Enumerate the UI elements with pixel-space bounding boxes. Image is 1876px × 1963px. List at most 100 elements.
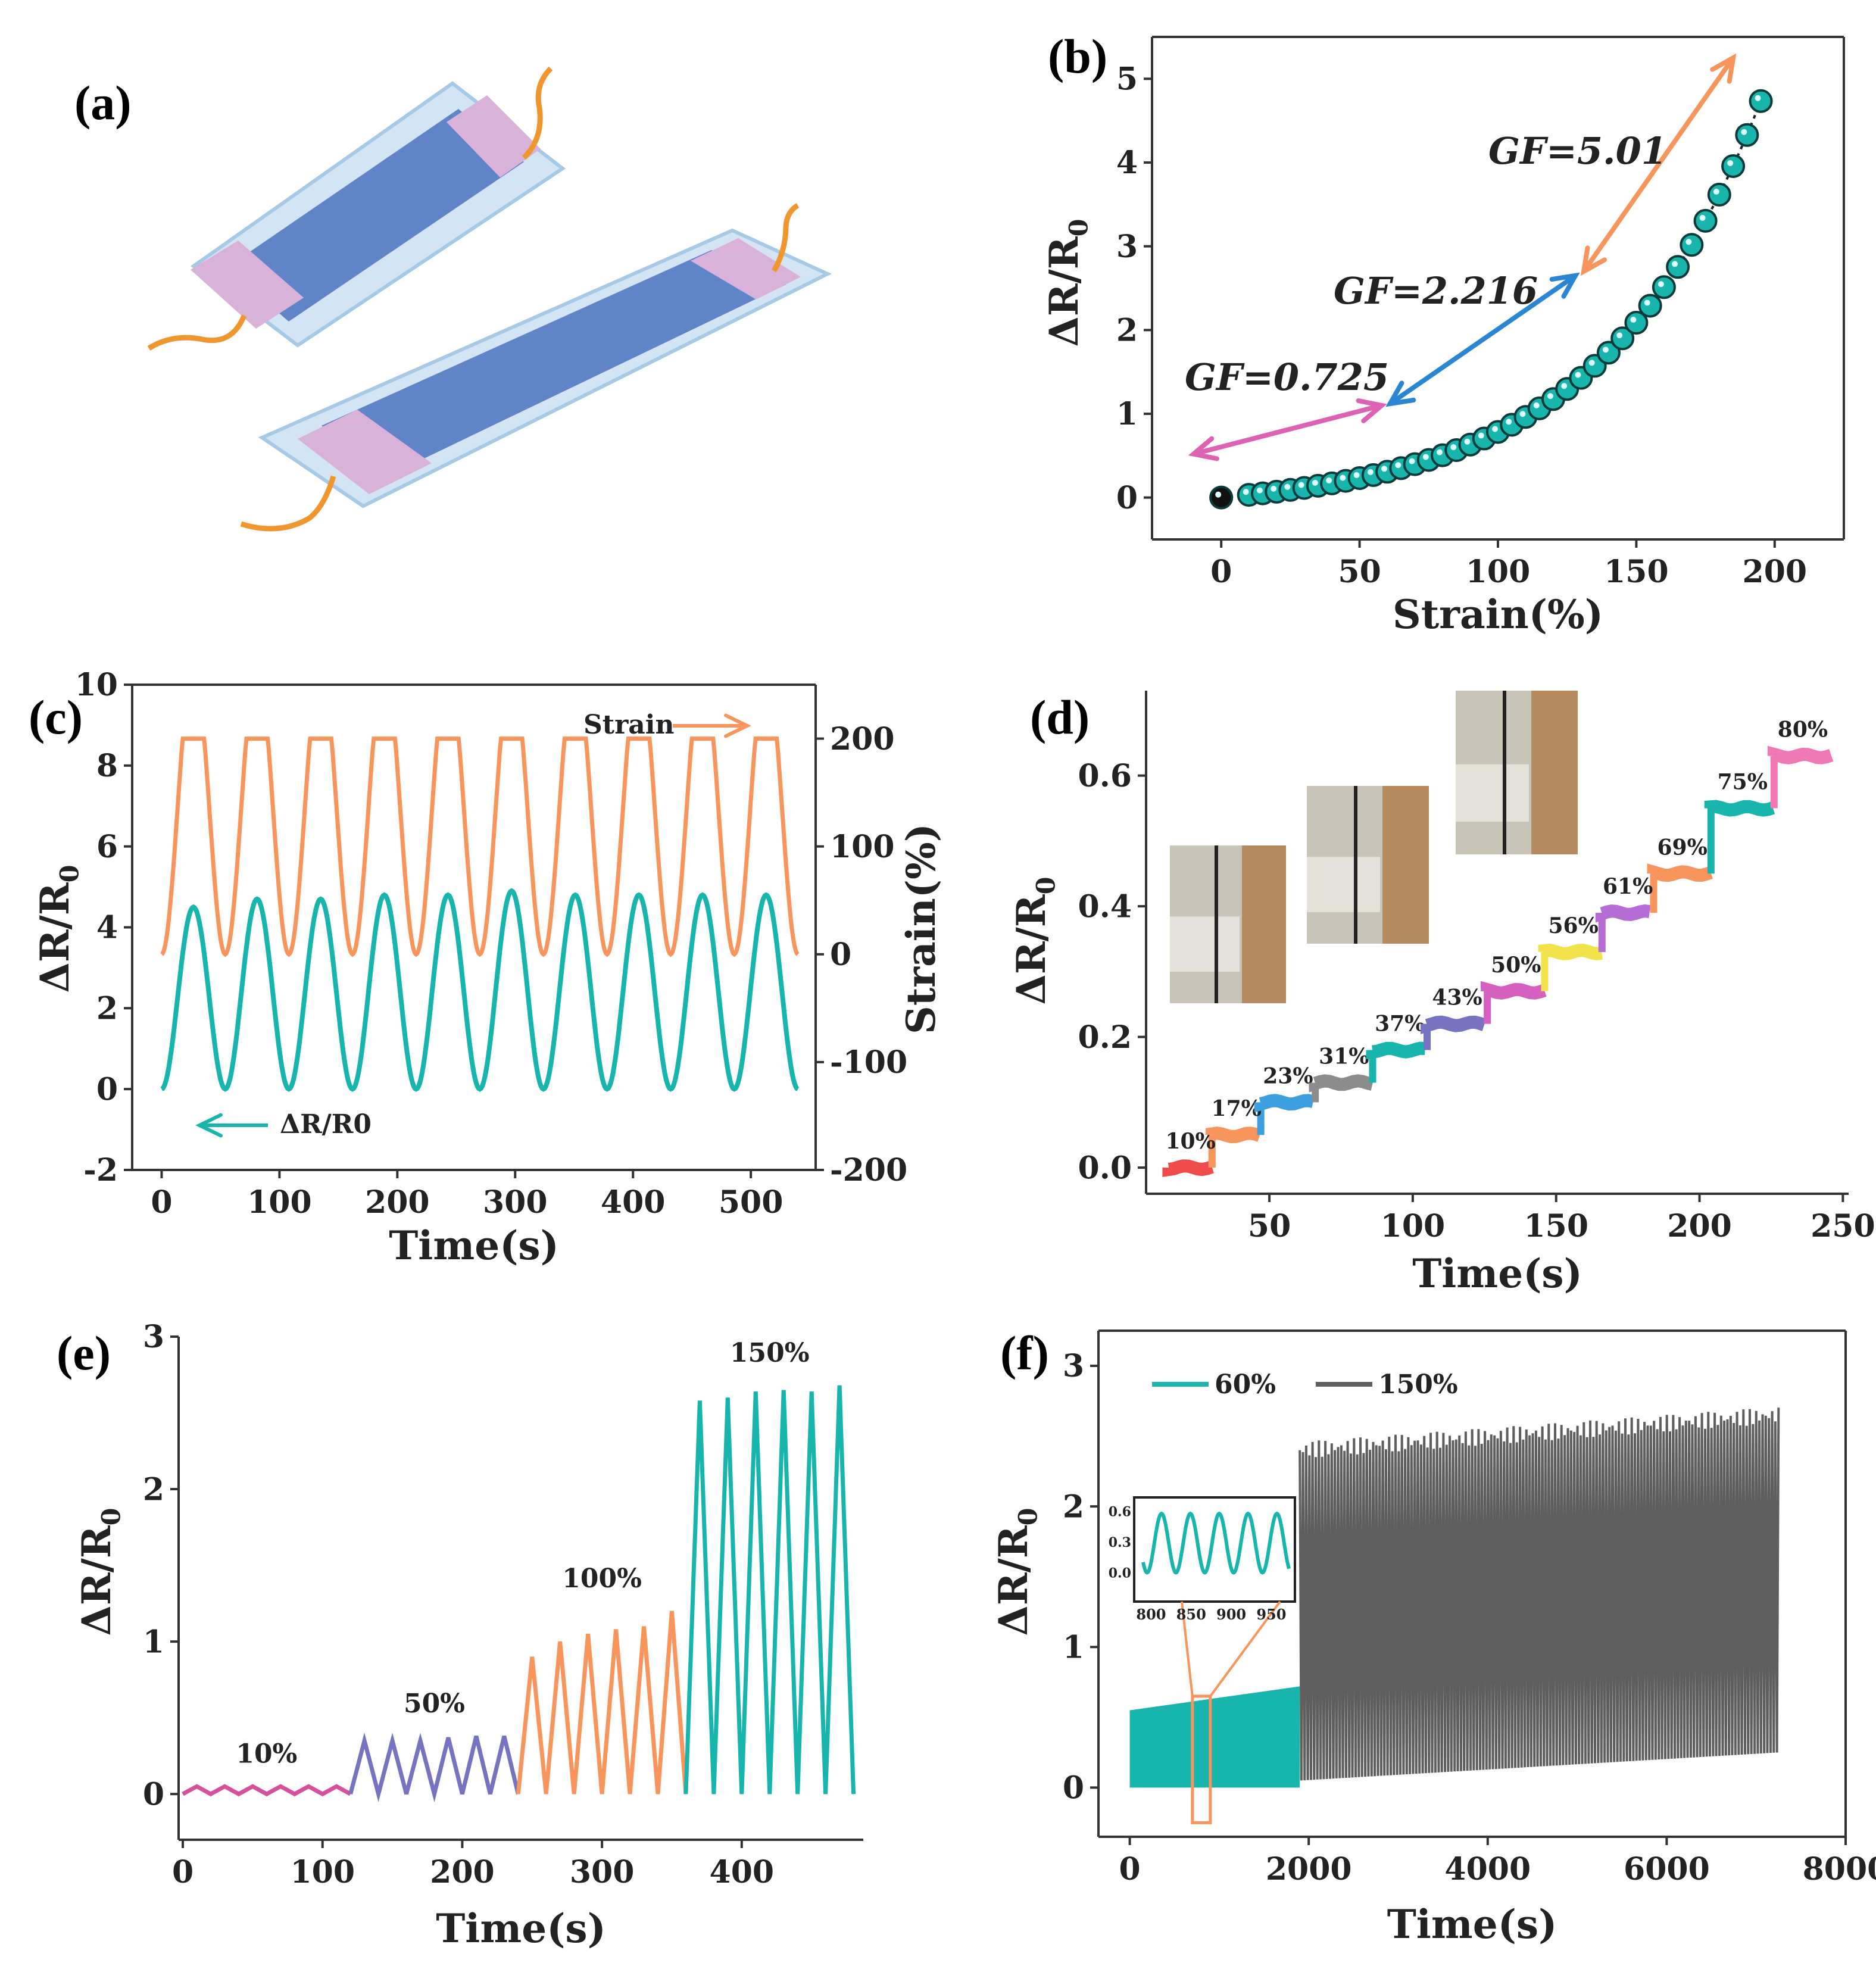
data-point-highlight	[1450, 444, 1457, 451]
segment-0	[182, 1784, 352, 1797]
data-point-highlight	[1699, 214, 1706, 221]
data-point	[1749, 89, 1773, 113]
data-point	[1610, 326, 1635, 351]
data-point-highlight	[1464, 438, 1471, 445]
panel-label-e: (e)	[57, 1326, 111, 1380]
electrode-left-small	[191, 241, 304, 329]
series-resistance	[160, 888, 800, 1092]
data-point-highlight	[1478, 432, 1484, 439]
legend-dr: ΔR/R0	[280, 1109, 372, 1140]
gf-arrow-high-head	[1710, 53, 1737, 84]
step-label: 31%	[1319, 1044, 1369, 1069]
data-point	[1693, 208, 1718, 233]
photo-ruler	[1382, 786, 1429, 944]
y-axis-title: ΔR/R0	[1041, 219, 1094, 347]
x-tick-label: 400	[601, 1184, 666, 1221]
y-tick-label: 0.2	[1078, 1019, 1132, 1056]
data-point-highlight	[1547, 393, 1553, 400]
axis-title: Time(s)	[1387, 1901, 1557, 1948]
step-label: 69%	[1657, 835, 1707, 860]
panel-label-b: (b)	[1048, 29, 1107, 83]
y-tick-label: 0.4	[1078, 888, 1132, 925]
data-point-highlight	[1727, 160, 1734, 166]
segment-label: 100%	[562, 1563, 642, 1594]
x-tick-label: 200	[1743, 554, 1808, 590]
photo-clamp	[1170, 916, 1240, 972]
step-segment	[1480, 981, 1547, 1000]
y-tick-label: 2	[1063, 1488, 1084, 1525]
data-point-highlight	[1492, 426, 1498, 432]
step-label: 37%	[1375, 1012, 1425, 1037]
data-point-highlight	[1672, 261, 1678, 267]
panel-label-d: (d)	[1030, 690, 1090, 744]
axis-title: Time(s)	[389, 1222, 559, 1269]
electrode-right-small	[447, 95, 541, 177]
x-tick-label: 300	[483, 1184, 548, 1221]
step-segment	[1647, 863, 1713, 882]
step-label: 17%	[1212, 1096, 1262, 1121]
axis-title: Strain(%)	[1393, 591, 1603, 638]
legend-150: 150%	[1378, 1369, 1458, 1400]
x-tick-label: 100	[1466, 554, 1531, 590]
inset-series	[1141, 1511, 1291, 1575]
data-point	[1721, 154, 1746, 178]
x-tick-label: 2000	[1266, 1851, 1352, 1887]
step-segment	[1767, 745, 1834, 764]
inset-x-tick-label: 950	[1256, 1606, 1286, 1623]
data-point-highlight	[1437, 449, 1443, 455]
zoom-marker	[1191, 1694, 1212, 1824]
data-point-highlight	[1312, 479, 1318, 486]
chart-b: 0 50 100 150 200 0 1 2 3 4 5 Strain(%) ΔR/R0 GF=0.725…	[1041, 36, 1845, 638]
data-point-highlight	[1685, 239, 1692, 245]
y-tick-label: 0	[143, 1776, 164, 1812]
x-tick-label: 100	[290, 1854, 355, 1890]
step-segment	[1538, 943, 1603, 961]
gf-arrow-high	[1581, 56, 1735, 273]
gf-arrow-mid-head	[1385, 380, 1416, 407]
x-tick-label: 150	[1604, 554, 1669, 590]
data-point	[1652, 275, 1676, 299]
step-segment	[1309, 1074, 1374, 1093]
data-point	[1596, 341, 1621, 365]
step-segment	[1205, 1126, 1262, 1144]
y-tick-label: 6	[96, 829, 118, 865]
data-point-highlight	[1422, 454, 1429, 460]
x-tick-label: 0	[1210, 554, 1232, 590]
data-point-highlight	[1271, 485, 1277, 492]
y-tick-label: 0	[1063, 1770, 1084, 1806]
y-tick-label: 4	[96, 910, 118, 946]
y-tick-label: 4	[1116, 145, 1138, 181]
data-point-highlight	[1326, 477, 1332, 483]
gf-label-low: GF=0.725	[1185, 355, 1389, 399]
chart-d: 50 100 150 200 2500.00.20.40.6Time(s)ΔR/R010…	[1008, 691, 1875, 1297]
photo-clamp	[1456, 764, 1529, 822]
wire-large-right	[772, 203, 800, 273]
x-tick-label: 150	[1524, 1208, 1588, 1244]
gf-label-mid: GF=2.216	[1334, 269, 1538, 313]
gf-label-high: GF=5.01	[1488, 129, 1667, 173]
data-point	[1638, 294, 1662, 318]
data-point	[1707, 182, 1731, 207]
x-tick-label: 250	[1811, 1208, 1875, 1244]
data-point-highlight	[1533, 402, 1540, 408]
y-axis-title: ΔR/R0	[32, 865, 85, 993]
axis-title: Time(s)	[436, 1905, 606, 1952]
photo-inset	[1307, 786, 1429, 944]
legend-dr-arrow-head	[195, 1113, 223, 1138]
segment-label: 10%	[236, 1739, 297, 1769]
data-point-highlight	[1298, 482, 1304, 488]
x-tick-label: 200	[430, 1854, 495, 1890]
y-tick-label: 1	[1063, 1629, 1084, 1665]
step-label: 80%	[1778, 717, 1828, 742]
x-tick-label: 6000	[1624, 1851, 1710, 1887]
inset-x-tick-label: 850	[1176, 1606, 1206, 1623]
data-point-highlight	[1215, 491, 1222, 498]
wire-small-right	[522, 66, 553, 160]
series-150	[1298, 1408, 1780, 1781]
data-point-highlight	[1519, 411, 1526, 417]
y-tick-label: 0.6	[1078, 758, 1132, 794]
data-point-highlight	[1395, 462, 1401, 469]
x-tick-label: 50	[1248, 1208, 1291, 1244]
step-segment	[1162, 1159, 1214, 1177]
